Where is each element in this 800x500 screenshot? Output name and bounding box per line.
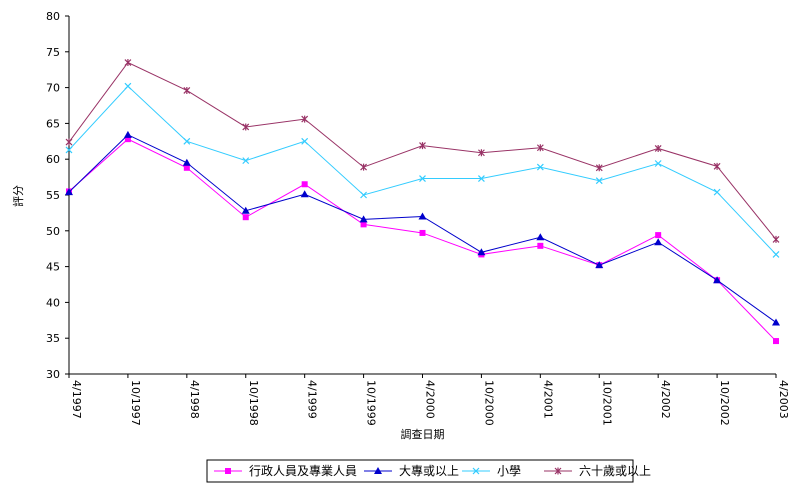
series-line <box>68 134 777 323</box>
data-point <box>536 144 544 152</box>
y-tick-label: 40 <box>46 296 60 309</box>
data-point <box>241 206 250 214</box>
data-point <box>65 146 73 154</box>
legend-label: 六十歲或以上 <box>579 464 651 478</box>
y-tick-label: 80 <box>46 10 60 23</box>
series-line <box>68 85 777 255</box>
series-2 <box>65 130 780 326</box>
plot-area <box>68 16 776 375</box>
legend-label: 大專或以上 <box>399 464 459 478</box>
data-point <box>65 188 73 196</box>
x-tick-label: 10/2000 <box>482 380 495 426</box>
data-point <box>419 142 426 150</box>
data-point <box>301 115 309 123</box>
y-tick-label: 70 <box>46 82 60 95</box>
data-point <box>242 214 249 221</box>
legend-item: 六十歲或以上 <box>544 464 651 478</box>
y-tick-label: 50 <box>46 225 60 238</box>
data-point <box>123 130 132 138</box>
y-tick-label: 55 <box>46 189 60 202</box>
x-tick-label: 10/2001 <box>600 380 613 426</box>
data-point <box>359 215 368 223</box>
data-point <box>772 318 780 326</box>
data-point <box>654 160 662 167</box>
data-point <box>419 229 426 236</box>
data-point <box>655 232 662 239</box>
data-point <box>595 261 604 269</box>
data-point <box>183 86 191 94</box>
data-point <box>477 149 485 157</box>
x-tick-label: 4/2001 <box>541 380 554 419</box>
data-point <box>477 175 485 182</box>
y-tick-label: 65 <box>46 117 60 130</box>
x-tick-label: 10/1997 <box>129 380 142 426</box>
y-axis-title: 評分 <box>11 185 25 207</box>
series-layer <box>65 59 780 345</box>
data-point <box>65 138 73 146</box>
y-tick-label: 35 <box>46 332 60 345</box>
data-point <box>595 177 603 185</box>
data-point <box>418 212 427 220</box>
legend-marker <box>225 468 231 474</box>
legend-label: 小學 <box>497 464 521 478</box>
x-tick-label: 4/1997 <box>70 380 83 419</box>
legend-item: 小學 <box>462 464 521 478</box>
data-point <box>477 248 486 256</box>
x-tick-label: 4/1999 <box>306 380 319 419</box>
data-point <box>536 163 544 171</box>
y-axis-ticks: 30 35 40 45 50 55 60 65 70 75 80 <box>46 10 69 381</box>
data-point <box>595 164 603 172</box>
data-point <box>772 251 780 258</box>
data-point <box>360 221 367 228</box>
data-point <box>713 188 721 196</box>
legend-marker <box>554 467 562 475</box>
data-point <box>182 158 191 166</box>
data-point <box>419 175 426 182</box>
x-tick-label: 4/2003 <box>777 380 790 419</box>
x-tick-label: 4/2002 <box>659 380 672 419</box>
data-point <box>360 191 368 199</box>
x-axis-title: 調查日期 <box>401 427 445 441</box>
x-tick-label: 4/1998 <box>188 380 201 419</box>
series-1 <box>66 136 779 345</box>
data-point <box>713 276 722 284</box>
data-point <box>242 123 250 131</box>
y-tick-label: 45 <box>46 261 60 274</box>
x-axis-ticks: 4/1997 10/1997 4/1998 10/1998 4/1999 10/1999 4… <box>68 374 790 426</box>
legend-marker <box>472 467 480 475</box>
legend-label: 行政人員及專業人員 <box>249 464 357 478</box>
data-point <box>183 164 190 171</box>
x-tick-label: 10/1999 <box>365 380 378 426</box>
y-tick-label: 75 <box>46 46 60 59</box>
data-point <box>537 242 544 249</box>
data-point <box>773 338 779 345</box>
data-point <box>360 163 368 171</box>
x-tick-label: 10/1998 <box>247 380 260 426</box>
data-point <box>300 190 309 198</box>
legend-marker <box>374 467 382 474</box>
data-point <box>654 238 663 246</box>
data-point <box>536 233 545 241</box>
x-tick-label: 10/2002 <box>718 380 731 426</box>
series-3 <box>65 82 780 258</box>
y-tick-label: 60 <box>46 153 60 166</box>
legend: 行政人員及專業人員 大專或以上 小學 六十歲或以上 <box>206 459 651 483</box>
x-tick-label: 4/2000 <box>424 380 437 419</box>
data-point <box>301 181 308 188</box>
data-point <box>654 144 662 152</box>
series-4 <box>65 59 780 243</box>
data-point <box>124 136 131 143</box>
data-point <box>713 162 721 170</box>
legend-item: 大專或以上 <box>364 464 459 478</box>
data-point <box>183 137 191 145</box>
data-point <box>301 137 309 145</box>
y-tick-label: 30 <box>46 368 60 381</box>
legend-item: 行政人員及專業人員 <box>214 464 357 478</box>
data-point <box>242 157 250 165</box>
data-point <box>124 59 132 67</box>
data-point <box>772 235 780 243</box>
data-point <box>124 82 132 90</box>
legend-box <box>206 459 634 483</box>
